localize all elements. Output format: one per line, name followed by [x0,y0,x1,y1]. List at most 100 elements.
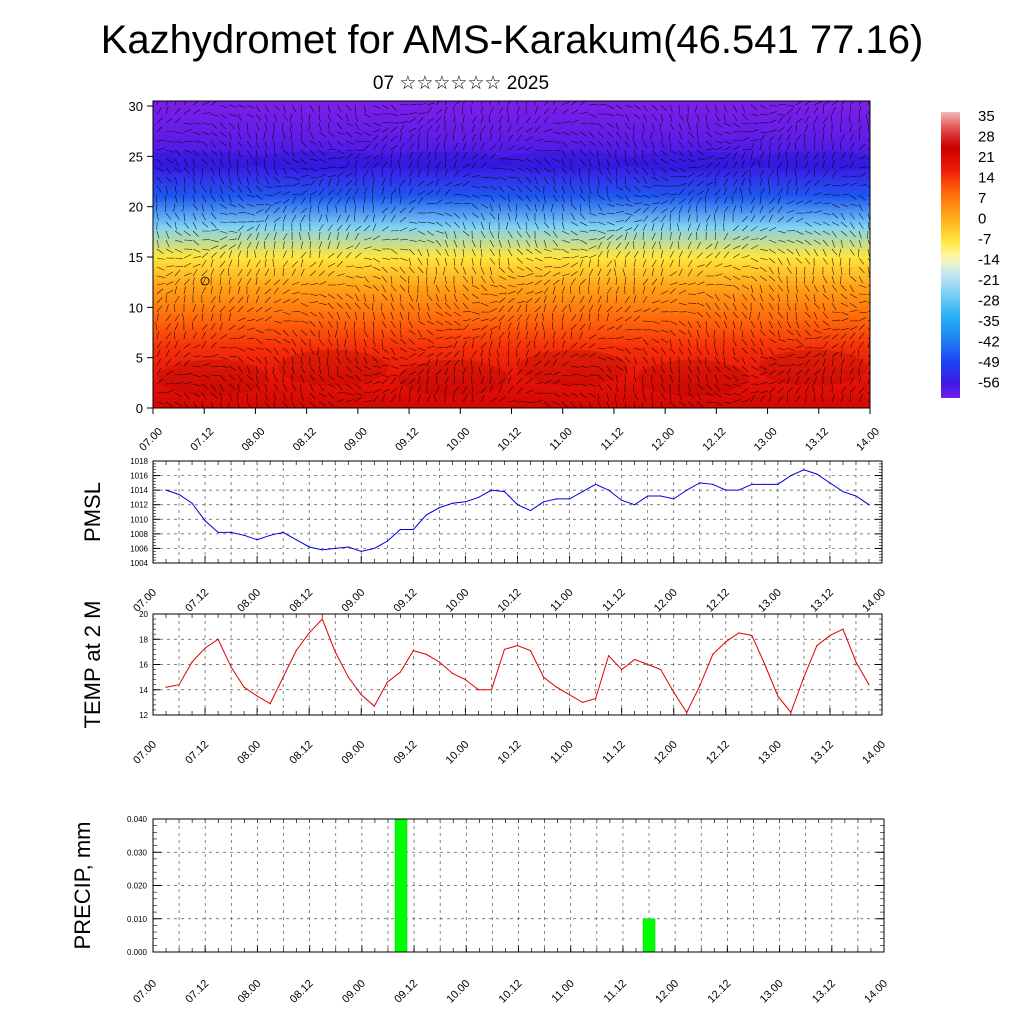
wind-arrow [174,167,182,174]
wind-arrow [588,268,594,277]
wind-arrow [318,140,324,149]
wind-arrow [426,125,433,133]
wind-arrow [498,167,507,170]
wind-arrow [273,347,279,355]
wind-arrow [525,185,532,192]
wind-arrow [489,397,497,403]
wind-arrow [507,266,514,274]
wind-arrow [615,401,618,408]
wind-arrow [831,257,834,266]
wind-arrow [498,248,501,257]
wind-arrow [660,329,669,333]
wind-arrow [282,113,288,121]
wind-arrow [633,347,642,351]
wind-arrow [858,203,863,212]
wind-arrow [282,356,286,365]
wind-arrow [516,134,522,142]
wind-arrow [408,206,415,214]
wind-arrow [795,266,797,275]
wind-arrow [435,212,444,216]
wind-arrow [228,337,237,340]
warm-core [518,349,628,386]
wind-arrow [390,377,397,385]
wind-arrow [741,356,746,365]
wind-arrow [588,212,597,217]
wind-arrow [507,230,513,238]
wind-arrow [291,182,300,187]
wind-arrow [255,329,264,334]
wind-arrow [219,365,228,368]
wind-arrow [281,140,284,149]
wind-arrow [525,389,534,394]
wind-arrow [354,396,362,403]
pmsl-point [868,504,870,506]
wind-arrow [210,221,217,229]
wind-arrow [614,392,617,401]
wind-arrow [705,311,711,319]
wind-arrow [435,124,440,133]
wind-arrow [435,230,444,234]
wind-arrow [255,220,264,223]
wind-arrow [399,248,408,251]
wind-arrow [192,304,197,313]
wind-arrow [858,115,860,124]
wind-arrow [498,396,506,403]
wind-arrow [624,365,628,374]
wind-arrow [669,197,675,205]
wind-arrow [741,170,748,178]
wind-arrow [309,347,315,355]
wind-arrow [579,331,583,340]
wind-arrow [497,358,500,367]
wind-arrow [417,197,424,205]
precip-xtick-label: 13.00 [758,978,786,1006]
temp-ytick-label: 20 [139,610,148,619]
wind-arrow [579,296,585,304]
wind-arrow [750,275,758,282]
wind-arrow [821,142,824,151]
wind-arrow [516,322,520,331]
pmsl-ytick-label: 1004 [130,559,148,568]
wind-arrow [336,214,341,223]
wind-arrow [488,358,491,367]
wind-arrow [471,340,475,349]
wind-arrow [390,126,398,133]
wind-arrow [452,133,455,142]
wind-arrow [705,329,710,338]
wind-arrow [381,320,387,328]
wind-arrow [354,169,357,178]
wind-arrow [462,319,471,322]
wind-arrow [867,203,870,207]
wind-arrow [813,369,821,376]
temp-point [595,697,597,700]
wind-arrow [372,266,381,271]
wind-arrow [210,167,215,176]
wind-arrow [309,131,315,140]
wind-arrow [289,113,293,122]
pmsl-point [438,507,440,509]
wind-arrow [372,302,374,311]
wind-arrow [588,131,595,139]
wind-arrow [183,286,186,295]
wind-arrow [570,314,577,322]
wind-arrow [588,304,594,313]
wind-arrow [246,295,249,304]
temp-point [360,694,362,696]
wind-arrow [309,401,317,408]
wind-arrow [156,288,164,295]
wind-arrow [246,356,254,362]
wind-arrow [480,284,487,291]
wind-arrow [228,122,235,129]
wind-arrow [651,365,656,374]
wind-arrow [489,124,494,133]
wind-arrow [758,160,761,169]
precip-bar [642,918,656,953]
wind-arrow [579,392,587,399]
wind-arrow [768,214,773,223]
wind-arrow [840,194,849,196]
wind-arrow [173,331,176,340]
wind-arrow [579,279,586,286]
wind-arrow [732,275,741,281]
wind-arrow [534,291,543,295]
wind-arrow [606,277,611,286]
wind-arrow [228,230,237,233]
